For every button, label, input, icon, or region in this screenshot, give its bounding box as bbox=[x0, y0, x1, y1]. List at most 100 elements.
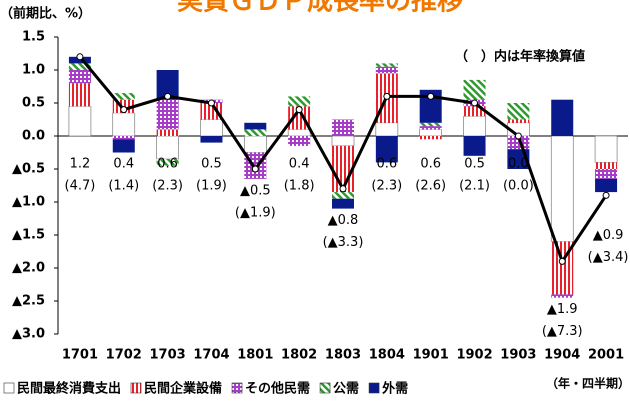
bar-segment bbox=[551, 99, 574, 136]
x-tick-label: 1702 bbox=[106, 348, 142, 363]
bar-segment bbox=[463, 79, 486, 100]
legend-swatch bbox=[368, 382, 380, 394]
bar-segment bbox=[332, 192, 354, 199]
bar-segment bbox=[463, 115, 486, 137]
line-point bbox=[427, 92, 435, 100]
line-point bbox=[471, 99, 479, 107]
legend-label: 民間企業設備 bbox=[144, 381, 222, 397]
bar-segment bbox=[287, 129, 311, 137]
line-point bbox=[76, 53, 84, 61]
bar-segment bbox=[244, 135, 267, 153]
x-tick-label: 1901 bbox=[413, 348, 449, 363]
legend-swatch bbox=[3, 382, 15, 394]
bar-segment bbox=[419, 122, 442, 127]
x-tick-label: 1804 bbox=[369, 348, 405, 363]
y-tick-label: 0.5 bbox=[22, 96, 45, 111]
bar-segment bbox=[244, 122, 267, 130]
x-tick-label: 1803 bbox=[325, 348, 361, 363]
y-tick-label: ▲1.0 bbox=[12, 195, 45, 210]
bar-segment bbox=[112, 93, 135, 100]
bar-segment bbox=[463, 106, 486, 117]
value-label: 0.5 bbox=[201, 157, 222, 172]
legend-label: 公需 bbox=[333, 382, 359, 397]
y-tick-label: ▲1.5 bbox=[12, 228, 45, 243]
legend-label: その他民需 bbox=[245, 381, 310, 397]
bar-segment bbox=[244, 129, 267, 136]
bar-segment bbox=[419, 136, 442, 140]
annualized-label: (2.3) bbox=[152, 179, 183, 194]
bar-segment bbox=[200, 103, 223, 120]
annualized-label: (2.6) bbox=[415, 179, 446, 194]
bar-segment bbox=[288, 106, 311, 130]
bar-segment bbox=[68, 106, 92, 137]
value-label: ▲0.8 bbox=[328, 213, 359, 228]
value-label: 0.4 bbox=[289, 157, 310, 172]
bar-segment bbox=[375, 63, 398, 67]
bar-segment bbox=[375, 66, 398, 74]
bar-segment bbox=[551, 294, 574, 298]
bar-segment bbox=[68, 83, 91, 107]
x-tick-label: 1703 bbox=[150, 348, 186, 363]
value-label: 1.2 bbox=[70, 157, 91, 172]
bar-segment bbox=[200, 119, 223, 137]
bar-segment bbox=[156, 99, 179, 130]
bar-segment bbox=[507, 136, 530, 150]
annualized-label: (▲7.3) bbox=[542, 324, 583, 339]
line-point bbox=[558, 257, 566, 265]
bar-segment bbox=[112, 112, 136, 137]
line-point bbox=[164, 92, 172, 100]
line-point bbox=[514, 132, 522, 140]
value-label: 0.0 bbox=[508, 157, 529, 172]
note: （ ）内は年率換算値 bbox=[455, 49, 585, 65]
annualized-label: (1.8) bbox=[284, 179, 315, 194]
chart-title: 実質ＧＤＰ成長率の推移 bbox=[177, 0, 463, 17]
x-tick-label: 1902 bbox=[456, 348, 492, 363]
bar-segment bbox=[331, 135, 355, 147]
line-point bbox=[383, 92, 391, 100]
bar-segment bbox=[375, 122, 399, 137]
line-point bbox=[251, 165, 259, 173]
value-label: ▲0.9 bbox=[593, 228, 624, 243]
legend-label: 外需 bbox=[381, 381, 408, 397]
y-axis-label: （前期比、%） bbox=[0, 6, 91, 22]
bar-segment bbox=[507, 103, 530, 120]
x-tick-label: 1903 bbox=[500, 348, 536, 363]
value-label: 0.6 bbox=[157, 157, 178, 172]
bar-segment bbox=[550, 135, 574, 242]
legend-swatch bbox=[130, 382, 142, 394]
annualized-label: (▲3.3) bbox=[323, 235, 364, 250]
legend-swatch bbox=[319, 382, 331, 394]
bar-segment bbox=[419, 129, 442, 137]
bar-segment bbox=[507, 119, 530, 123]
bar-segment bbox=[595, 169, 618, 179]
y-tick-label: 1.0 bbox=[22, 63, 45, 78]
x-tick-label: 1801 bbox=[237, 348, 273, 363]
x-tick-label: 2001 bbox=[588, 348, 624, 363]
bar-segment bbox=[156, 159, 179, 166]
value-label: 0.6 bbox=[420, 157, 441, 172]
bar-segment bbox=[332, 145, 354, 193]
bar-segment bbox=[112, 136, 135, 140]
bar-segment bbox=[200, 136, 223, 143]
x-tick-label: 1904 bbox=[544, 348, 580, 363]
x-tick-label: 1701 bbox=[62, 348, 98, 363]
annualized-label: (1.4) bbox=[108, 179, 139, 194]
y-tick-label: ▲2.5 bbox=[12, 294, 45, 309]
annualized-label: (0.0) bbox=[503, 179, 534, 194]
value-label: 0.4 bbox=[113, 157, 134, 172]
value-label: ▲0.5 bbox=[240, 183, 271, 198]
y-tick-label: 0.0 bbox=[22, 129, 45, 144]
bar-segment bbox=[156, 129, 179, 136]
legend-label: 民間最終消費支出 bbox=[17, 381, 121, 397]
bar-segment bbox=[375, 136, 398, 163]
bar-segment bbox=[419, 126, 442, 130]
annualized-label: (2.3) bbox=[371, 179, 402, 194]
line-point bbox=[120, 106, 128, 114]
value-label: 0.5 bbox=[464, 157, 485, 172]
bar-segment bbox=[332, 198, 354, 209]
x-axis-label: （年・四半期） bbox=[546, 376, 630, 391]
line-point bbox=[602, 191, 610, 199]
bar-segment bbox=[288, 96, 311, 107]
value-label: ▲1.9 bbox=[547, 302, 578, 317]
